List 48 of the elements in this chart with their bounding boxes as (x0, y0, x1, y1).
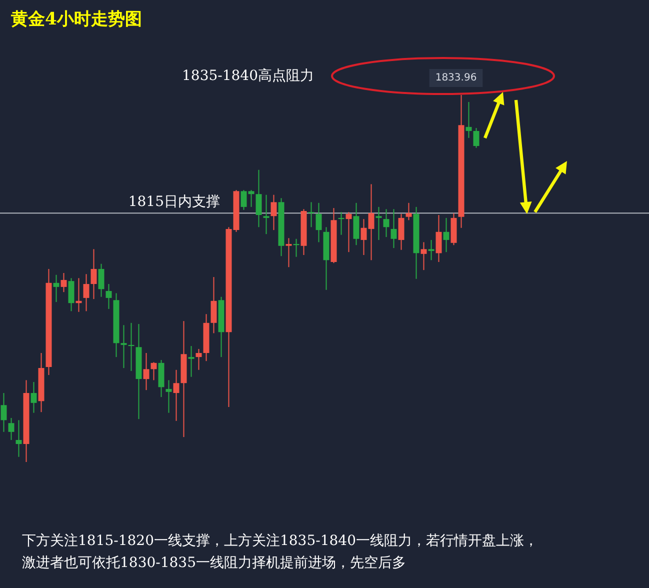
candlestick (338, 212, 344, 236)
candlestick (30, 381, 37, 414)
candlestick (353, 202, 360, 246)
chart-title: 黄金4小时走势图 (10, 10, 142, 30)
text: 下方关注1815-1820一线支撑，上方关注1835-1840一线阻力，若行情开盘上涨， (22, 533, 538, 549)
candlestick (16, 420, 22, 458)
candlestick (428, 239, 434, 261)
text: 1833.96 (435, 72, 477, 84)
candlestick (256, 169, 262, 228)
candlestick (60, 272, 67, 293)
candlestick (390, 208, 397, 249)
candlestick (308, 202, 314, 228)
candlestick (466, 101, 472, 138)
candlestick (166, 380, 172, 414)
candlestick (210, 276, 217, 334)
candlestick (293, 238, 300, 258)
candlestick (53, 274, 60, 302)
candlestick (150, 362, 157, 381)
candlestick (76, 278, 82, 312)
ref-line-label: 1815日内支撑 (128, 194, 220, 210)
candlestick (128, 322, 134, 372)
candlestick (420, 242, 427, 271)
candlestick (406, 202, 412, 221)
candlestick (143, 352, 150, 391)
text: 1835-1840高点阻力 (182, 68, 314, 84)
candlestick (98, 263, 104, 298)
candlestick (263, 194, 270, 235)
candlestick (106, 284, 112, 310)
candlestick (436, 214, 442, 262)
candlestick (8, 417, 14, 440)
candlestick (68, 278, 74, 312)
candlestick (120, 324, 127, 369)
candlestick (90, 248, 97, 300)
candlestick (270, 194, 277, 231)
candlestick (473, 128, 480, 148)
candlestick (383, 208, 390, 238)
candlestick (188, 346, 194, 378)
candlestick (346, 212, 352, 253)
candlestick (286, 238, 292, 268)
candlestick (398, 213, 404, 250)
candlestick (173, 369, 180, 422)
candlestick (0, 392, 7, 432)
candlestick (376, 206, 382, 240)
candlestick (316, 202, 322, 243)
candlestick (83, 274, 90, 312)
candlestick (196, 348, 202, 370)
text: 激进者也可依托1830-1835一线阻力择机提前进场，先空后多 (22, 555, 406, 571)
candlestick (443, 217, 450, 253)
